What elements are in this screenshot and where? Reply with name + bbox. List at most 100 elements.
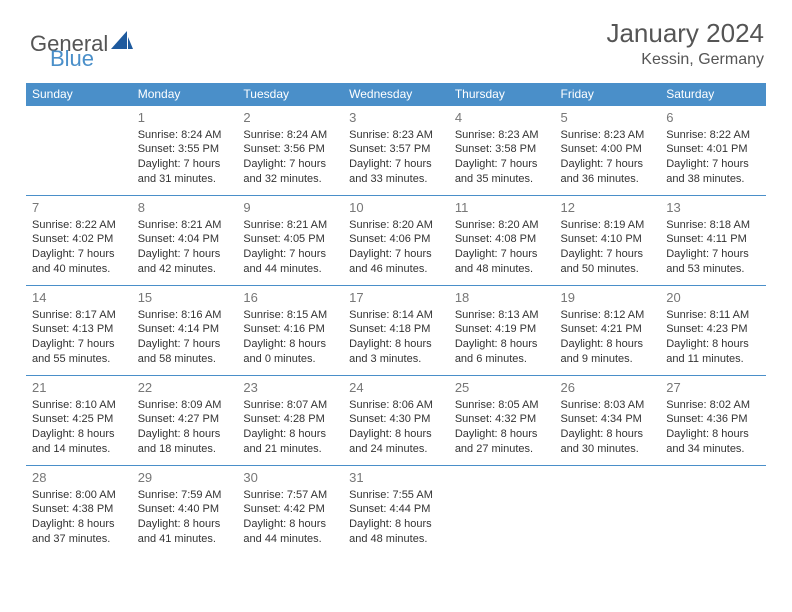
day-number: 29 <box>138 469 232 487</box>
daylight-line: Daylight: 8 hours and 3 minutes. <box>349 337 443 367</box>
day-number: 28 <box>32 469 126 487</box>
sunset-line: Sunset: 3:55 PM <box>138 142 232 157</box>
daylight-line: Daylight: 7 hours and 31 minutes. <box>138 157 232 187</box>
sunrise-line: Sunrise: 7:59 AM <box>138 488 232 503</box>
day-cell: 31Sunrise: 7:55 AMSunset: 4:44 PMDayligh… <box>343 466 449 556</box>
logo-sail-icon <box>111 31 133 56</box>
day-number: 23 <box>243 379 337 397</box>
sunrise-line: Sunrise: 8:22 AM <box>32 218 126 233</box>
day-number: 21 <box>32 379 126 397</box>
daylight-line: Daylight: 7 hours and 42 minutes. <box>138 247 232 277</box>
day-number: 24 <box>349 379 443 397</box>
day-number: 25 <box>455 379 549 397</box>
day-cell: 2Sunrise: 8:24 AMSunset: 3:56 PMDaylight… <box>237 106 343 196</box>
sunset-line: Sunset: 3:57 PM <box>349 142 443 157</box>
calendar-week-row: 14Sunrise: 8:17 AMSunset: 4:13 PMDayligh… <box>26 286 766 376</box>
day-number: 10 <box>349 199 443 217</box>
empty-cell <box>555 466 661 556</box>
day-number: 20 <box>666 289 760 307</box>
day-cell: 7Sunrise: 8:22 AMSunset: 4:02 PMDaylight… <box>26 196 132 286</box>
day-number: 13 <box>666 199 760 217</box>
daylight-line: Daylight: 8 hours and 14 minutes. <box>32 427 126 457</box>
sunset-line: Sunset: 4:44 PM <box>349 502 443 517</box>
location-label: Kessin, Germany <box>606 51 764 69</box>
daylight-line: Daylight: 7 hours and 55 minutes. <box>32 337 126 367</box>
calendar-week-row: 28Sunrise: 8:00 AMSunset: 4:38 PMDayligh… <box>26 466 766 556</box>
weekday-header: Wednesday <box>343 83 449 106</box>
sunset-line: Sunset: 4:34 PM <box>561 412 655 427</box>
day-cell: 26Sunrise: 8:03 AMSunset: 4:34 PMDayligh… <box>555 376 661 466</box>
calendar-body: 1Sunrise: 8:24 AMSunset: 3:55 PMDaylight… <box>26 106 766 556</box>
day-number: 5 <box>561 109 655 127</box>
daylight-line: Daylight: 7 hours and 58 minutes. <box>138 337 232 367</box>
daylight-line: Daylight: 8 hours and 18 minutes. <box>138 427 232 457</box>
day-number: 9 <box>243 199 337 217</box>
sunrise-line: Sunrise: 8:11 AM <box>666 308 760 323</box>
day-number: 4 <box>455 109 549 127</box>
daylight-line: Daylight: 8 hours and 21 minutes. <box>243 427 337 457</box>
day-cell: 29Sunrise: 7:59 AMSunset: 4:40 PMDayligh… <box>132 466 238 556</box>
day-cell: 28Sunrise: 8:00 AMSunset: 4:38 PMDayligh… <box>26 466 132 556</box>
daylight-line: Daylight: 7 hours and 35 minutes. <box>455 157 549 187</box>
daylight-line: Daylight: 8 hours and 37 minutes. <box>32 517 126 547</box>
day-cell: 25Sunrise: 8:05 AMSunset: 4:32 PMDayligh… <box>449 376 555 466</box>
day-cell: 19Sunrise: 8:12 AMSunset: 4:21 PMDayligh… <box>555 286 661 376</box>
daylight-line: Daylight: 7 hours and 50 minutes. <box>561 247 655 277</box>
title-box: January 2024 Kessin, Germany <box>606 18 764 69</box>
sunset-line: Sunset: 4:11 PM <box>666 232 760 247</box>
sunset-line: Sunset: 4:05 PM <box>243 232 337 247</box>
daylight-line: Daylight: 8 hours and 27 minutes. <box>455 427 549 457</box>
sunset-line: Sunset: 4:30 PM <box>349 412 443 427</box>
daylight-line: Daylight: 7 hours and 38 minutes. <box>666 157 760 187</box>
daylight-line: Daylight: 8 hours and 41 minutes. <box>138 517 232 547</box>
daylight-line: Daylight: 8 hours and 9 minutes. <box>561 337 655 367</box>
day-cell: 30Sunrise: 7:57 AMSunset: 4:42 PMDayligh… <box>237 466 343 556</box>
sunset-line: Sunset: 4:42 PM <box>243 502 337 517</box>
day-number: 6 <box>666 109 760 127</box>
sunrise-line: Sunrise: 8:06 AM <box>349 398 443 413</box>
daylight-line: Daylight: 7 hours and 46 minutes. <box>349 247 443 277</box>
day-number: 3 <box>349 109 443 127</box>
day-number: 17 <box>349 289 443 307</box>
day-cell: 15Sunrise: 8:16 AMSunset: 4:14 PMDayligh… <box>132 286 238 376</box>
empty-cell <box>660 466 766 556</box>
sunrise-line: Sunrise: 8:02 AM <box>666 398 760 413</box>
daylight-line: Daylight: 8 hours and 44 minutes. <box>243 517 337 547</box>
sunrise-line: Sunrise: 8:21 AM <box>243 218 337 233</box>
daylight-line: Daylight: 7 hours and 53 minutes. <box>666 247 760 277</box>
month-title: January 2024 <box>606 18 764 49</box>
calendar-table: SundayMondayTuesdayWednesdayThursdayFrid… <box>26 83 766 556</box>
daylight-line: Daylight: 8 hours and 11 minutes. <box>666 337 760 367</box>
daylight-line: Daylight: 7 hours and 48 minutes. <box>455 247 549 277</box>
day-cell: 8Sunrise: 8:21 AMSunset: 4:04 PMDaylight… <box>132 196 238 286</box>
sunrise-line: Sunrise: 8:12 AM <box>561 308 655 323</box>
sunset-line: Sunset: 4:36 PM <box>666 412 760 427</box>
sunset-line: Sunset: 4:04 PM <box>138 232 232 247</box>
sunset-line: Sunset: 4:38 PM <box>32 502 126 517</box>
weekday-header: Monday <box>132 83 238 106</box>
sunrise-line: Sunrise: 7:55 AM <box>349 488 443 503</box>
weekday-header: Friday <box>555 83 661 106</box>
sunrise-line: Sunrise: 8:10 AM <box>32 398 126 413</box>
page-header: General January 2024 Kessin, Germany <box>0 0 792 77</box>
daylight-line: Daylight: 8 hours and 34 minutes. <box>666 427 760 457</box>
empty-cell <box>26 106 132 196</box>
sunrise-line: Sunrise: 8:21 AM <box>138 218 232 233</box>
sunset-line: Sunset: 4:06 PM <box>349 232 443 247</box>
day-cell: 14Sunrise: 8:17 AMSunset: 4:13 PMDayligh… <box>26 286 132 376</box>
day-number: 22 <box>138 379 232 397</box>
daylight-line: Daylight: 8 hours and 24 minutes. <box>349 427 443 457</box>
day-number: 18 <box>455 289 549 307</box>
sunset-line: Sunset: 4:21 PM <box>561 322 655 337</box>
daylight-line: Daylight: 8 hours and 48 minutes. <box>349 517 443 547</box>
day-cell: 13Sunrise: 8:18 AMSunset: 4:11 PMDayligh… <box>660 196 766 286</box>
day-number: 26 <box>561 379 655 397</box>
sunrise-line: Sunrise: 8:03 AM <box>561 398 655 413</box>
day-cell: 5Sunrise: 8:23 AMSunset: 4:00 PMDaylight… <box>555 106 661 196</box>
sunset-line: Sunset: 4:28 PM <box>243 412 337 427</box>
sunrise-line: Sunrise: 8:13 AM <box>455 308 549 323</box>
sunrise-line: Sunrise: 8:20 AM <box>349 218 443 233</box>
sunset-line: Sunset: 4:01 PM <box>666 142 760 157</box>
sunrise-line: Sunrise: 7:57 AM <box>243 488 337 503</box>
sunset-line: Sunset: 4:19 PM <box>455 322 549 337</box>
